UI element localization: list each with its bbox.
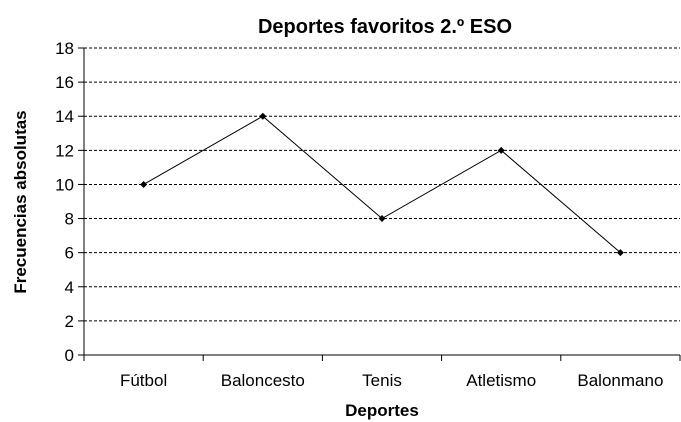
data-point-balonmano xyxy=(616,249,624,257)
y-tick-label-6: 6 xyxy=(65,244,74,263)
data-point-fútbol xyxy=(140,180,148,188)
y-tick-label-8: 8 xyxy=(65,210,74,229)
y-tick-label-0: 0 xyxy=(65,346,74,365)
x-tick-label-2: Tenis xyxy=(362,371,402,390)
y-tick-label-10: 10 xyxy=(55,175,74,194)
x-tick-label-4: Balonmano xyxy=(577,371,663,390)
tick-labels: 0 2 4 6 8 10 12 14 16 18 Fútbol Baloncesto Tenis Atle… xyxy=(55,39,663,390)
data-point-tenis xyxy=(378,215,386,223)
data-point-atletismo xyxy=(497,146,505,154)
x-tick-label-1: Baloncesto xyxy=(221,371,305,390)
y-tick-label-18: 18 xyxy=(55,39,74,58)
x-tick-label-0: Fútbol xyxy=(120,371,167,390)
data-point-baloncesto xyxy=(259,112,267,120)
x-tick-label-3: Atletismo xyxy=(466,371,536,390)
y-tick-label-16: 16 xyxy=(55,73,74,92)
y-tick-label-2: 2 xyxy=(65,312,74,331)
y-tick-label-14: 14 xyxy=(55,107,74,126)
y-axis-title: Frecuencias absolutas xyxy=(11,110,30,293)
gridlines xyxy=(84,47,680,322)
chart-title: Deportes favoritos 2.º ESO xyxy=(258,16,512,38)
x-axis-title: Deportes xyxy=(345,401,419,420)
series xyxy=(140,112,624,257)
axes xyxy=(78,47,681,361)
y-tick-label-4: 4 xyxy=(65,278,74,297)
y-tick-label-12: 12 xyxy=(55,141,74,160)
